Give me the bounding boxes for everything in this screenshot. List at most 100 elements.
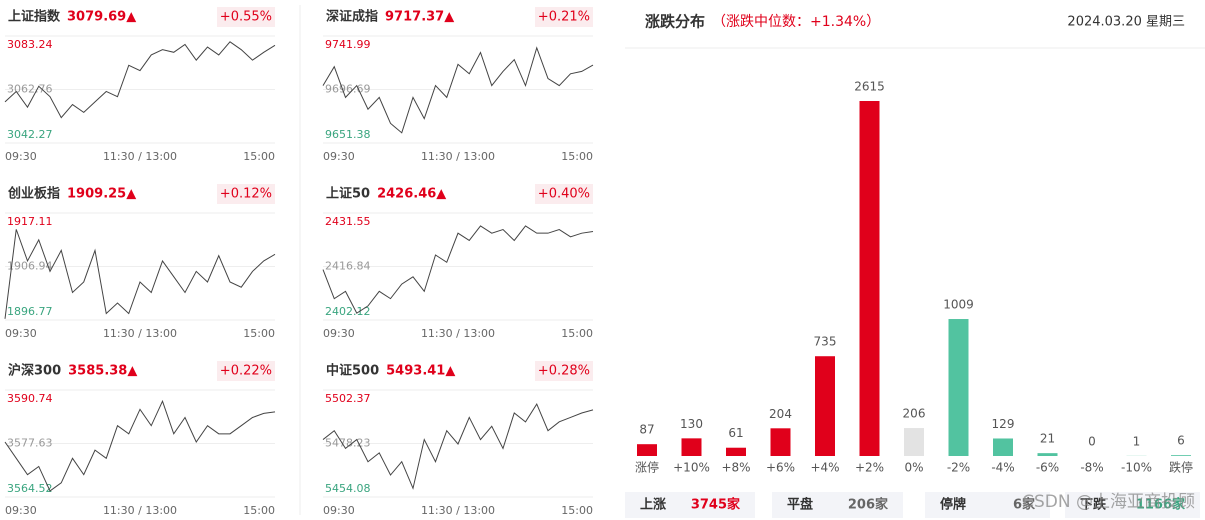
bar-value: 206 — [903, 407, 926, 421]
bar-category: 涨停 — [635, 460, 659, 475]
y-tick-label: 3577.63 — [7, 437, 53, 450]
dist-title: 涨跌分布 — [645, 13, 705, 31]
bar — [1037, 453, 1058, 456]
y-tick-label: 1917.11 — [7, 215, 53, 228]
change-box — [217, 361, 275, 381]
watermark: CSDN @上海亚商投顾 — [1022, 492, 1195, 512]
index-change: +0.40% — [538, 187, 590, 202]
x-tick-label: 09:30 — [5, 504, 37, 517]
x-tick-label: 11:30 / 13:00 — [103, 327, 177, 340]
index-price: 3585.38▲ — [68, 364, 137, 379]
bar — [859, 101, 880, 456]
price-line — [322, 46, 594, 134]
change-box — [535, 7, 593, 27]
y-tick-label: 3564.52 — [7, 482, 53, 495]
index-price: 9717.37▲ — [385, 10, 454, 25]
x-tick-label: 09:30 — [5, 150, 37, 163]
bar-category: -2% — [947, 461, 970, 475]
index-name: 上证指数 — [8, 9, 61, 25]
bar-value: 0 — [1088, 435, 1096, 449]
x-tick-label: 11:30 / 13:00 — [421, 150, 495, 163]
index-name: 深证成指 — [326, 9, 378, 25]
change-box — [217, 184, 275, 204]
summary-box — [925, 492, 1050, 518]
y-tick-label: 2416.84 — [325, 259, 371, 272]
y-tick-label: 9696.69 — [325, 82, 371, 95]
bar-category: 跌停 — [1169, 460, 1193, 475]
index-price: 5493.41▲ — [386, 364, 455, 379]
y-tick-label: 2431.55 — [325, 215, 371, 228]
dist-date: 2024.03.20 星期三 — [1067, 15, 1185, 30]
bar-category: +10% — [673, 461, 710, 475]
summary-value: 3745家 — [691, 497, 741, 513]
index-name: 上证50 — [326, 187, 370, 202]
bar-value: 61 — [728, 426, 743, 440]
bar — [904, 428, 924, 456]
bar-value: 1 — [1133, 434, 1141, 448]
index-name: 创业板指 — [7, 186, 60, 202]
bar — [681, 438, 702, 456]
index-name: 中证500 — [326, 363, 379, 379]
y-tick-label: 1896.77 — [7, 305, 53, 318]
bar-category: +4% — [810, 461, 839, 475]
bar-value: 87 — [639, 423, 654, 437]
bar-value: 129 — [992, 417, 1015, 431]
y-tick-label: 9741.99 — [325, 38, 371, 51]
bar-value: 6 — [1177, 434, 1185, 448]
bar-category: -6% — [1036, 461, 1059, 475]
summary-box — [772, 492, 903, 518]
price-line — [4, 41, 276, 119]
bar-value: 735 — [814, 335, 837, 349]
summary-label: 停牌 — [940, 497, 966, 513]
bar-category: -10% — [1121, 461, 1152, 475]
y-tick-label: 2402.12 — [325, 305, 371, 318]
bar — [1171, 455, 1191, 456]
price-line — [4, 399, 276, 492]
y-tick-label: 5454.08 — [325, 482, 371, 495]
bar-category: +6% — [766, 461, 795, 475]
change-box — [217, 7, 275, 27]
summary-value: 1166家 — [1136, 497, 1186, 513]
bar — [993, 438, 1013, 456]
index-change: +0.28% — [538, 364, 590, 379]
index-name: 沪深300 — [8, 363, 61, 379]
dist-subtitle: （涨跌中位数：+1.34%） — [712, 14, 880, 30]
summary-value: 206家 — [848, 497, 889, 513]
index-price: 1909.25▲ — [67, 187, 136, 202]
y-tick-label: 5478.23 — [325, 436, 371, 449]
y-tick-label: 9651.38 — [325, 128, 371, 141]
price-line — [322, 225, 594, 314]
summary-box — [625, 492, 755, 518]
bar — [948, 319, 969, 456]
bar-value: 130 — [680, 417, 703, 431]
summary-box — [1065, 492, 1200, 518]
bar — [726, 447, 746, 456]
index-change: +0.12% — [220, 187, 272, 202]
y-tick-label: 3042.27 — [7, 128, 53, 141]
x-tick-label: 11:30 / 13:00 — [421, 504, 495, 517]
x-tick-label: 15:00 — [561, 150, 593, 163]
x-tick-label: 11:30 / 13:00 — [103, 150, 177, 163]
y-tick-label: 3590.74 — [7, 392, 53, 405]
x-tick-label: 15:00 — [243, 150, 275, 163]
price-line — [4, 229, 276, 319]
index-change: +0.22% — [220, 364, 272, 379]
x-tick-label: 15:00 — [243, 327, 275, 340]
index-price: 2426.46▲ — [377, 187, 446, 202]
bar-category: +8% — [721, 461, 750, 475]
bar-category: 0% — [904, 461, 923, 475]
index-price: 3079.69▲ — [67, 10, 136, 25]
bar-value: 21 — [1040, 432, 1055, 446]
bar — [637, 444, 657, 456]
x-tick-label: 15:00 — [561, 327, 593, 340]
x-tick-label: 11:30 / 13:00 — [421, 327, 495, 340]
bar — [815, 356, 835, 456]
bar-value: 2615 — [854, 80, 885, 94]
bar-value: 1009 — [943, 298, 974, 312]
x-tick-label: 09:30 — [5, 327, 37, 340]
bar-category: -4% — [991, 461, 1014, 475]
x-tick-label: 15:00 — [561, 504, 593, 517]
x-tick-label: 09:30 — [323, 504, 355, 517]
y-tick-label: 3062.76 — [7, 82, 53, 95]
x-tick-label: 11:30 / 13:00 — [103, 504, 177, 517]
